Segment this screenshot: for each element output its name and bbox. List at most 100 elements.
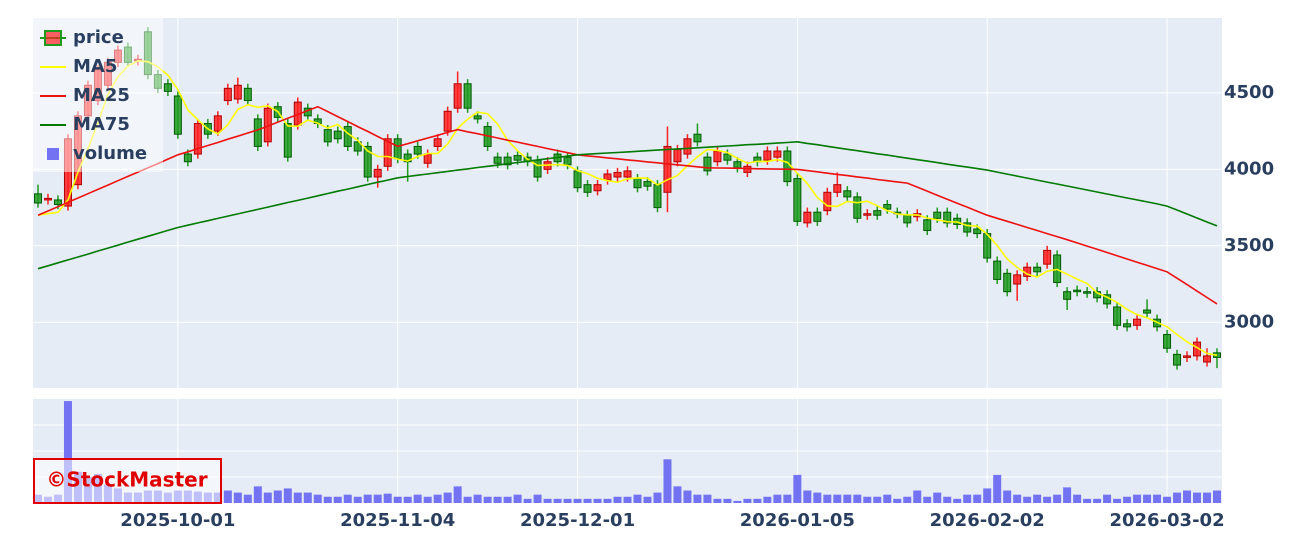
candle-body <box>793 178 802 222</box>
volume-bar <box>903 496 912 503</box>
candle-body <box>1143 309 1152 314</box>
volume-bar <box>483 496 492 503</box>
candle-body <box>883 204 892 210</box>
volume-bar <box>343 494 352 503</box>
candle-body <box>663 145 672 193</box>
candle-body <box>393 138 402 160</box>
volume-bar <box>973 494 982 503</box>
volume-bar <box>773 494 782 503</box>
volume-bar <box>1033 494 1042 503</box>
candle-body <box>803 211 812 224</box>
x-tick-label: 2025-10-01 <box>120 510 235 531</box>
volume-bar <box>423 496 432 503</box>
volume-bar <box>1003 490 1012 503</box>
volume-bar <box>963 494 972 503</box>
candle-body <box>823 191 832 212</box>
candle-body <box>623 170 632 178</box>
candle-body <box>173 95 182 135</box>
volume-bar <box>643 496 652 503</box>
volume-bar <box>333 496 342 503</box>
volume-bar <box>783 494 792 503</box>
x-tick-label: 2026-02-02 <box>930 510 1045 531</box>
volume-bar <box>1183 490 1192 503</box>
candle-body <box>243 87 252 102</box>
candle-body <box>223 87 232 102</box>
watermark-text: ©StockMaster <box>46 468 207 492</box>
candle-body <box>473 115 482 120</box>
volume-bar <box>553 498 562 503</box>
candle-body <box>1033 266 1042 273</box>
candle-body <box>613 171 622 178</box>
candle-body <box>333 130 342 140</box>
legend-label: price <box>73 27 124 48</box>
candle-body <box>383 138 392 167</box>
volume-bar <box>633 494 642 503</box>
volume-bar <box>623 496 632 503</box>
volume-bar <box>993 474 1002 503</box>
candle-body <box>1173 353 1182 366</box>
candle-body <box>733 161 742 169</box>
volume-bar <box>233 492 242 503</box>
volume-bar <box>743 498 752 503</box>
candle-body <box>633 178 642 189</box>
candle-body <box>193 122 202 155</box>
candle-body <box>583 184 592 193</box>
candle-body <box>763 150 772 161</box>
x-tick-label: 2025-11-04 <box>340 510 455 531</box>
volume-bar <box>1073 494 1082 503</box>
candle-body <box>1073 289 1082 293</box>
volume-bar <box>403 496 412 503</box>
watermark: ©StockMaster <box>33 458 222 504</box>
candle-body <box>433 138 442 147</box>
candle-body <box>923 219 932 232</box>
volume-bar <box>653 492 662 503</box>
candle-body <box>873 210 882 216</box>
candles <box>33 27 1222 370</box>
candle-body <box>853 196 862 219</box>
volume-bar <box>1133 494 1142 503</box>
volume-bar <box>463 496 472 503</box>
candle-body <box>1003 272 1012 293</box>
volume-bar <box>983 488 992 503</box>
candle-body <box>1163 333 1172 349</box>
candle-body <box>353 141 362 152</box>
ma-line <box>37 59 1218 357</box>
candle-body <box>1113 306 1122 326</box>
volume-bar <box>953 498 962 503</box>
volume-bar <box>1103 494 1112 503</box>
legend-label: MA5 <box>73 56 117 77</box>
candle-body <box>943 211 952 224</box>
candle-body <box>723 153 732 161</box>
candle-body <box>973 228 982 235</box>
candle-body <box>713 150 722 163</box>
candle-body <box>533 159 542 178</box>
volume-bar <box>263 492 272 503</box>
candle-body <box>213 115 222 132</box>
candle-body <box>1203 355 1212 363</box>
candle-body <box>703 156 712 172</box>
candle-body <box>563 156 572 166</box>
volume-bar <box>1043 496 1052 503</box>
x-tick-label: 2025-12-01 <box>520 510 635 531</box>
candle-body <box>1183 355 1192 358</box>
candle-body <box>643 181 652 187</box>
candle-body <box>453 83 462 109</box>
candle-body <box>903 214 912 224</box>
volume-bar <box>433 494 442 503</box>
candle-body <box>843 190 852 198</box>
candle-body <box>683 138 692 155</box>
volume-bar <box>1153 494 1162 503</box>
candle-body <box>163 83 172 92</box>
volume-bar <box>763 496 772 503</box>
volume-bar <box>603 498 612 503</box>
y-tick-label: 3000 <box>1224 311 1274 332</box>
volume-bar <box>1023 496 1032 503</box>
volume-bar <box>453 486 462 503</box>
volume-bar <box>533 494 542 503</box>
volume-bar <box>693 494 702 503</box>
legend-label: volume <box>73 143 147 164</box>
volume-bar <box>1013 494 1022 503</box>
volume-bar <box>393 496 402 503</box>
candle-body <box>773 150 782 158</box>
